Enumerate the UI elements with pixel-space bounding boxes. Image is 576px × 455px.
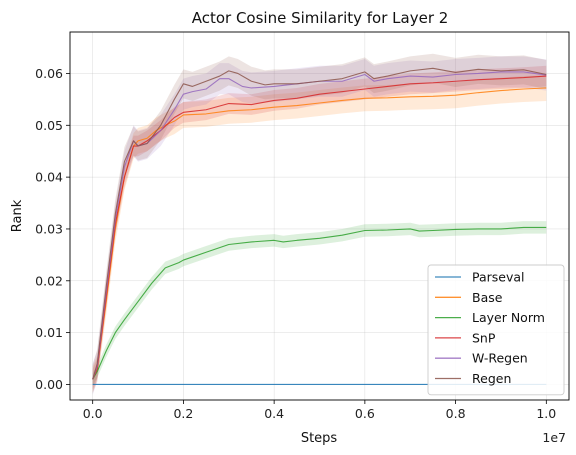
x-axis-label: Steps bbox=[301, 431, 338, 446]
x-tick-label: 0.2 bbox=[173, 406, 193, 421]
y-axis-ticks: 0.00 0.01 0.02 0.03 0.04 0.05 0.06 bbox=[35, 66, 70, 392]
legend: Parseval Base Layer Norm SnP W-Regen Regen bbox=[427, 264, 565, 396]
x-axis-offset-label: 1e7 bbox=[542, 430, 566, 445]
y-tick-label: 0.00 bbox=[35, 377, 63, 392]
x-tick-label: 0.6 bbox=[355, 406, 375, 421]
x-axis-ticks: 0.0 0.2 0.4 0.6 0.8 1.0 bbox=[83, 400, 556, 421]
series-line-snp bbox=[92, 75, 547, 380]
x-tick-label: 0.0 bbox=[83, 406, 103, 421]
x-tick-label: 0.8 bbox=[446, 406, 466, 421]
y-axis-label: Rank bbox=[10, 199, 25, 232]
series-line-regen bbox=[92, 67, 547, 380]
legend-label-base: Base bbox=[472, 290, 503, 305]
x-tick-label: 1.0 bbox=[536, 406, 556, 421]
plot-frame bbox=[69, 31, 570, 401]
y-tick-label: 0.05 bbox=[35, 118, 63, 133]
series-lines bbox=[92, 67, 547, 386]
chart-title: Actor Cosine Similarity for Layer 2 bbox=[192, 9, 449, 27]
legend-label-parseval: Parseval bbox=[472, 270, 525, 285]
y-tick-label: 0.06 bbox=[35, 66, 63, 81]
y-tick-label: 0.03 bbox=[35, 221, 63, 236]
series-line-layer-norm bbox=[92, 226, 547, 380]
x-tick-label: 0.4 bbox=[264, 406, 284, 421]
legend-box bbox=[427, 264, 565, 396]
y-tick-label: 0.02 bbox=[35, 273, 63, 288]
legend-label-regen: Regen bbox=[472, 371, 511, 386]
legend-label-layer-norm: Layer Norm bbox=[472, 310, 545, 325]
legend-label-snp: SnP bbox=[472, 330, 496, 345]
y-tick-label: 0.04 bbox=[35, 170, 63, 185]
legend-label-w-regen: W-Regen bbox=[472, 351, 528, 366]
y-tick-label: 0.01 bbox=[35, 325, 63, 340]
